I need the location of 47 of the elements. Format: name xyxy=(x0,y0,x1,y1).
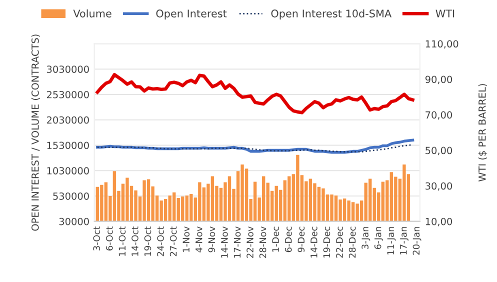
x-tick-label: 19-Dec xyxy=(323,226,330,258)
y-tick-label: 2530000 xyxy=(46,90,89,98)
x-tick-label: 9-Nov xyxy=(208,226,216,252)
x-tick-label: 24-Oct xyxy=(157,226,164,256)
line-series xyxy=(96,72,414,114)
x-tick-label: 17-Jan xyxy=(400,227,408,254)
legend-label: Volume xyxy=(73,9,112,18)
y-tick-label: 1030000 xyxy=(47,167,89,174)
x-tick-label: 19-Oct xyxy=(144,226,152,256)
x-tick-label: 14-Nov xyxy=(221,226,228,258)
y-tick-label: 530000 xyxy=(53,192,89,200)
legend-label: Open Interest 10d-SMA xyxy=(271,9,392,20)
x-tick-label: 4-Nov xyxy=(196,226,202,252)
x-tick-label: 17-Nov xyxy=(234,226,241,258)
x-tick-label: 14-Oct xyxy=(132,226,138,256)
y2-tick-label: 90,00 xyxy=(425,76,452,84)
x-tick-label: 28-Dec xyxy=(348,226,356,258)
x-tick-label: 3-Jan xyxy=(362,227,370,249)
y-tick-label: 3030000 xyxy=(47,66,89,73)
y2-tick-label: 110,00 xyxy=(426,40,458,49)
x-tick-label: 1-Dec xyxy=(272,226,279,252)
y-axis-title: OPEN INTEREST / VOLUME (CONTRACTS) xyxy=(31,34,40,231)
x-tick-label: 6-Oct xyxy=(106,226,113,250)
x-tick-label: 3-Oct xyxy=(93,226,100,250)
line-series xyxy=(96,144,414,153)
y2-tick-label: 50,00 xyxy=(426,146,452,156)
y2-tick-label: 70,00 xyxy=(426,111,452,120)
y2-tick-label: 30,00 xyxy=(426,182,452,191)
x-tick-label: 22-Nov xyxy=(246,226,254,258)
x-tick-label: 27-Oct xyxy=(170,226,177,256)
y-tick-label: 30000 xyxy=(59,218,89,226)
y2-tick-label: 10,00 xyxy=(426,218,452,226)
y-tick-label: 2030000 xyxy=(46,116,89,124)
x-tick-label: 1-Nov xyxy=(182,226,190,252)
x-tick-label: 9-Dec xyxy=(298,226,305,252)
x-tick-label: 20-Jan xyxy=(412,227,422,255)
x-tick-label: 6-Jan xyxy=(374,227,383,250)
x-tick-label: 14-Dec xyxy=(310,226,318,258)
x-tick-label: 6-Dec xyxy=(284,226,292,252)
y2-axis-title: WTI ($ PER BARREL) xyxy=(478,84,488,182)
y-tick-label: 1530000 xyxy=(47,142,89,150)
x-tick-label: 11-Oct xyxy=(118,226,126,256)
legend-label: WTI xyxy=(436,10,454,18)
x-tick-label: 28-Nov xyxy=(259,226,266,258)
x-tick-label: 11-Jan xyxy=(387,227,396,254)
legend-label: Open Interest xyxy=(156,10,227,20)
x-tick-label: 22-Dec xyxy=(336,226,343,258)
